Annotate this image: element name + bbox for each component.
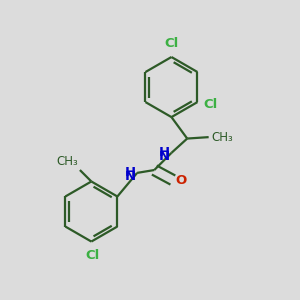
Text: O: O [176, 174, 187, 188]
Text: CH₃: CH₃ [57, 155, 79, 168]
Text: N: N [124, 170, 136, 183]
Text: Cl: Cl [164, 37, 178, 50]
Text: CH₃: CH₃ [211, 130, 233, 144]
Text: Cl: Cl [204, 98, 218, 111]
Text: H: H [124, 166, 136, 178]
Text: H: H [159, 146, 170, 158]
Text: Cl: Cl [86, 249, 100, 262]
Text: N: N [159, 150, 170, 163]
